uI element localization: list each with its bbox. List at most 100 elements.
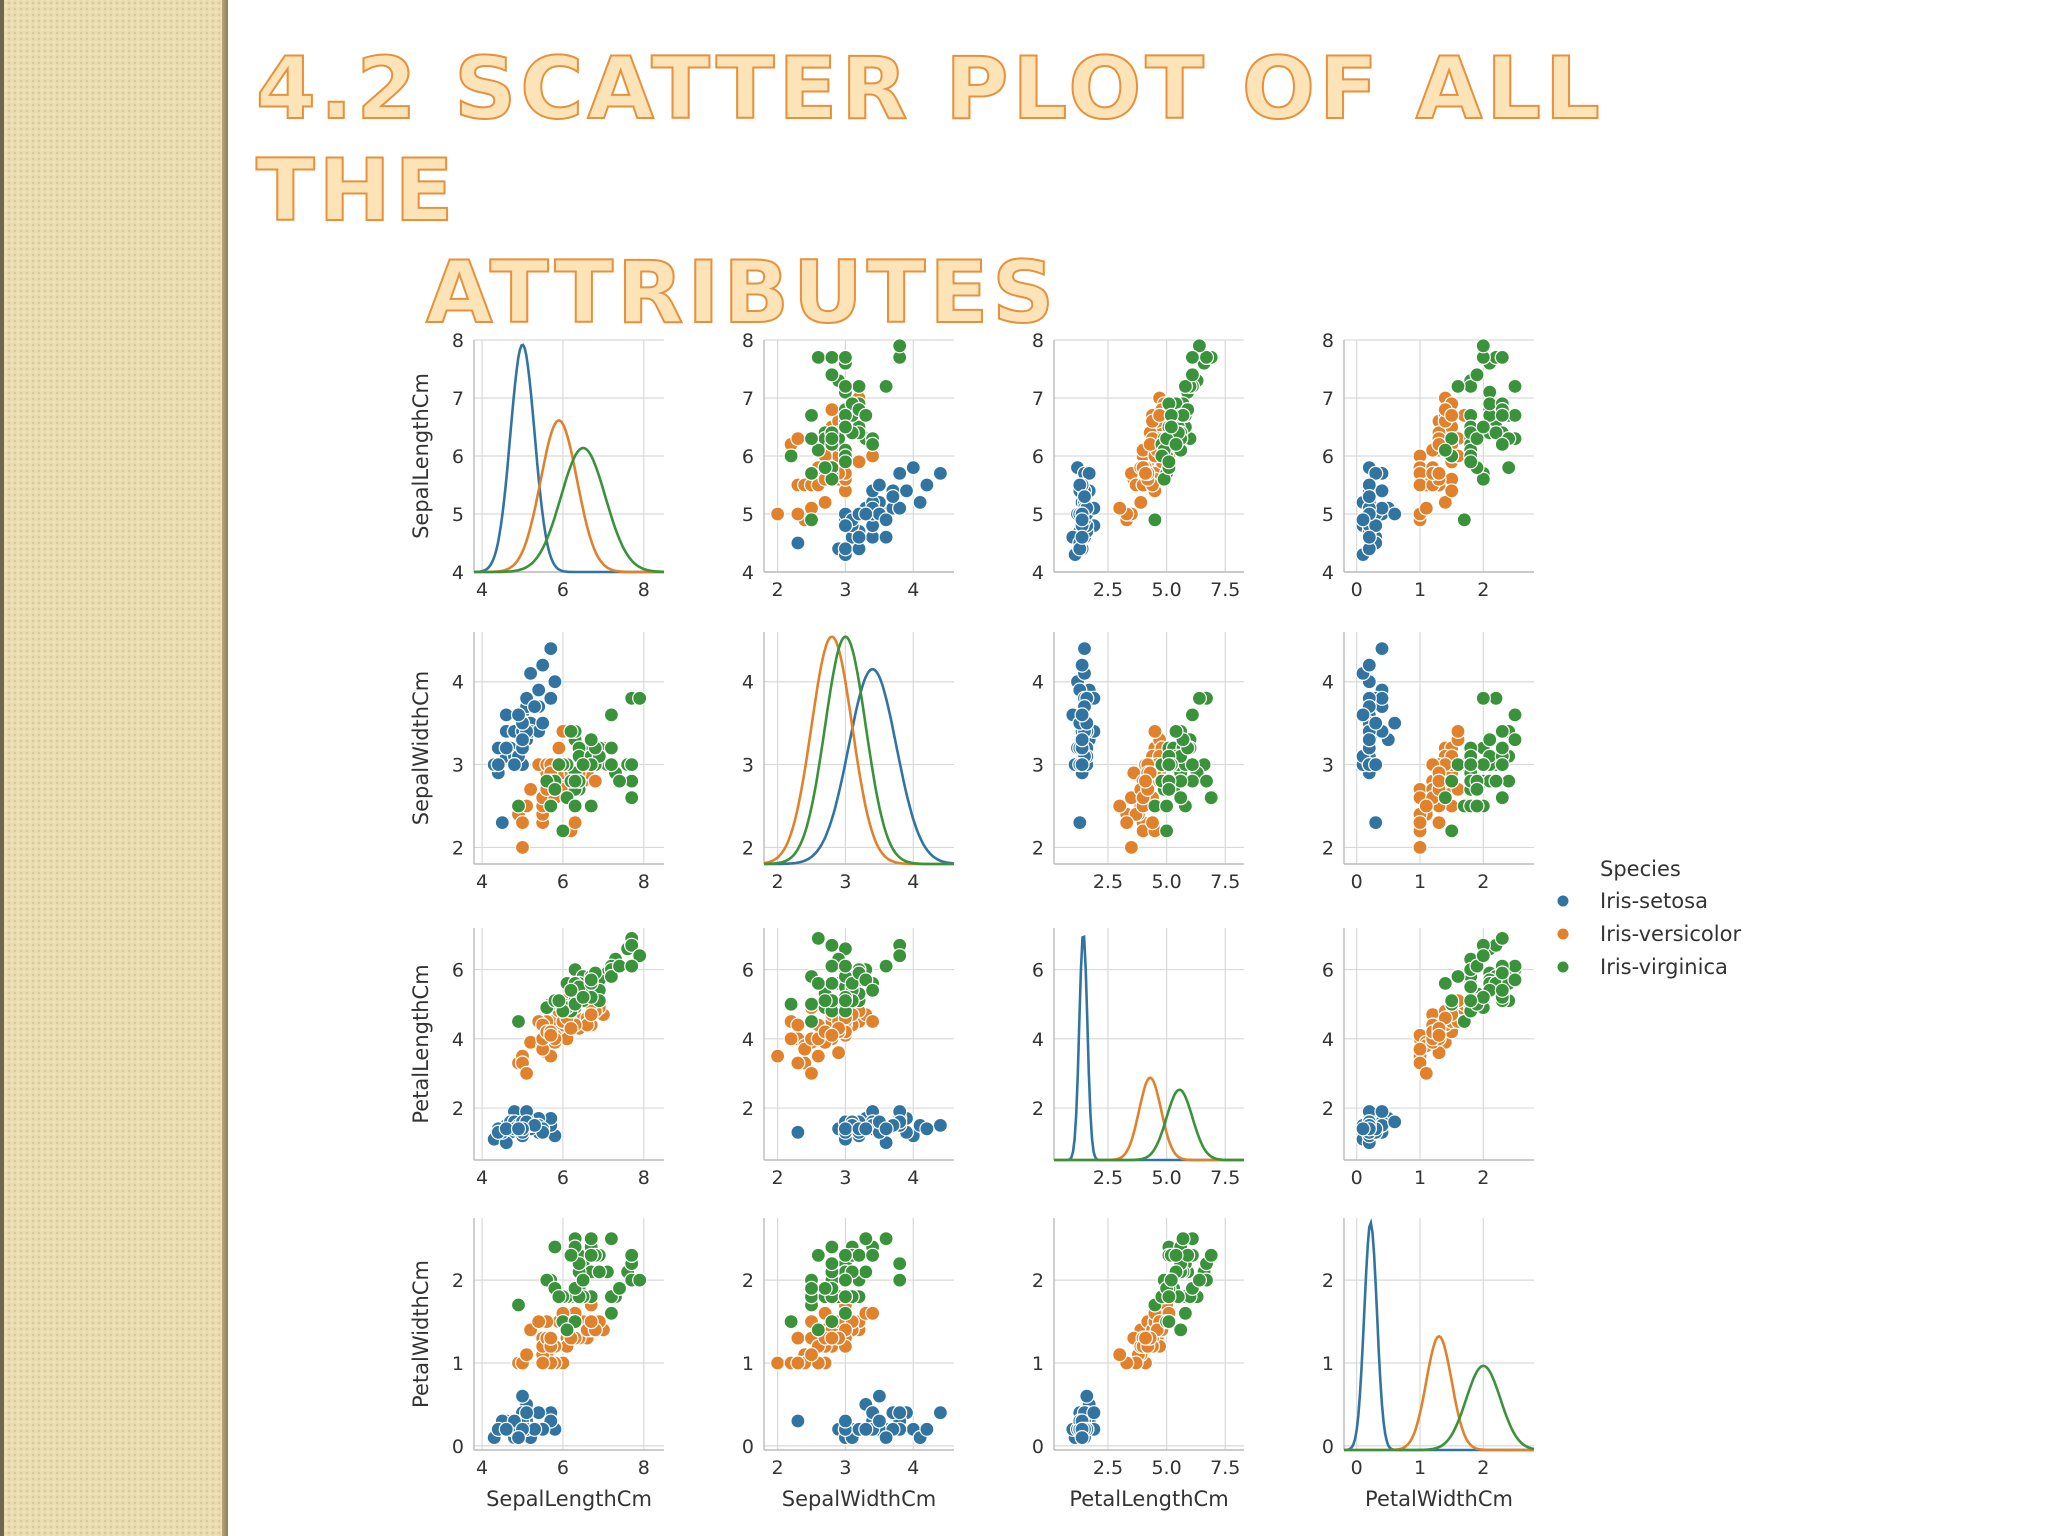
scatter-point-Iris-virginica bbox=[1450, 756, 1466, 773]
scatter-point-Iris-versicolor bbox=[803, 1065, 820, 1082]
scatter-point-Iris-setosa bbox=[514, 732, 531, 748]
scatter-point-Iris-versicolor bbox=[563, 1020, 579, 1037]
scatter-point-Iris-virginica bbox=[1161, 781, 1177, 798]
scatter-point-Iris-virginica bbox=[567, 773, 583, 789]
scatter-point-Iris-versicolor bbox=[824, 1027, 840, 1043]
y-tick-label: 3 bbox=[1032, 755, 1044, 777]
x-tick-label: 0 bbox=[1351, 1457, 1363, 1479]
scatter-point-Iris-versicolor bbox=[1418, 500, 1434, 516]
scatter-point-Iris-virginica bbox=[583, 798, 599, 814]
x-tick-label: 4 bbox=[476, 1167, 488, 1189]
scatter-point-Iris-versicolor bbox=[522, 781, 539, 798]
scatter-point-Iris-virginica bbox=[824, 431, 840, 447]
x-tick-label: 2 bbox=[1477, 1167, 1489, 1189]
x-tick-label: 6 bbox=[557, 1167, 569, 1189]
scatter-point-Iris-versicolor bbox=[803, 1347, 820, 1363]
scatter-point-Iris-setosa bbox=[1079, 1388, 1095, 1404]
kde-curve-Iris-virginica bbox=[474, 446, 664, 574]
scatter-point-Iris-virginica bbox=[824, 1313, 840, 1330]
x-tick-label: 4 bbox=[907, 579, 919, 601]
scatter-point-Iris-versicolor bbox=[864, 1013, 881, 1030]
y-tick-label: 7 bbox=[452, 388, 464, 410]
y-tick-label: 2 bbox=[1322, 1270, 1334, 1292]
scatter-point-Iris-virginica bbox=[551, 1289, 567, 1305]
scatter-point-Iris-setosa bbox=[878, 512, 894, 528]
scatter-point-Iris-setosa bbox=[878, 1429, 894, 1446]
scatter-point-Iris-versicolor bbox=[1444, 483, 1460, 499]
scatter-point-Iris-setosa bbox=[871, 1388, 888, 1404]
scatter-point-Iris-virginica bbox=[1158, 798, 1175, 814]
panel-SepalWidthCm-vs-PetalLengthCm: 2.5 5.0 7.5 2 3 4 bbox=[1032, 632, 1244, 893]
scatter-point-Iris-virginica bbox=[624, 756, 640, 773]
y-tick-label: 6 bbox=[452, 446, 464, 468]
scatter-point-Iris-setosa bbox=[1361, 732, 1377, 748]
scatter-point-Iris-virginica bbox=[1475, 338, 1491, 354]
scatter-point-Iris-virginica bbox=[1475, 471, 1491, 487]
scatter-point-Iris-versicolor bbox=[824, 1330, 840, 1346]
scatter-point-Iris-virginica bbox=[547, 781, 563, 798]
scatter-point-Iris-virginica bbox=[824, 1239, 840, 1255]
scatter-point-Iris-setosa bbox=[892, 1405, 908, 1421]
scatter-point-Iris-virginica bbox=[1158, 823, 1175, 839]
scatter-point-Iris-virginica bbox=[611, 773, 628, 789]
panel-PetalLengthCm-vs-PetalLengthCm: 2.5 5.0 7.5 2 4 6 bbox=[1032, 928, 1244, 1189]
y-tick-label: 7 bbox=[742, 388, 754, 410]
x-tick-label: 8 bbox=[638, 871, 650, 893]
scatter-point-Iris-setosa bbox=[1374, 690, 1390, 706]
scatter-point-Iris-versicolor bbox=[1133, 494, 1149, 510]
scatter-point-Iris-virginica bbox=[803, 512, 820, 528]
scatter-point-Iris-virginica bbox=[1488, 690, 1504, 706]
scatter-point-Iris-setosa bbox=[510, 1429, 527, 1446]
scatter-point-Iris-virginica bbox=[1444, 993, 1460, 1009]
scatter-point-Iris-setosa bbox=[851, 529, 867, 545]
scatter-point-Iris-versicolor bbox=[1137, 773, 1154, 789]
scatter-point-Iris-virginica bbox=[878, 1231, 894, 1247]
x-tick-label: 0 bbox=[1351, 1167, 1363, 1189]
y-tick-label: 4 bbox=[1032, 672, 1044, 694]
scatter-point-Iris-virginica bbox=[575, 989, 591, 1005]
scatter-point-Iris-versicolor bbox=[543, 1330, 559, 1346]
scatter-point-Iris-virginica bbox=[559, 1322, 575, 1338]
scatter-point-Iris-versicolor bbox=[1412, 1041, 1428, 1057]
y-tick-label: 0 bbox=[1322, 1436, 1334, 1458]
y-tick-label: 2 bbox=[1322, 837, 1334, 859]
kde-curve-Iris-setosa bbox=[1054, 934, 1244, 1162]
scatter-point-Iris-virginica bbox=[603, 707, 620, 723]
scatter-point-Iris-virginica bbox=[803, 1280, 820, 1297]
scatter-point-Iris-versicolor bbox=[824, 402, 840, 418]
scatter-point-Iris-setosa bbox=[1074, 1429, 1090, 1446]
x-tick-label: 5.0 bbox=[1151, 579, 1181, 601]
y-tick-label: 7 bbox=[1032, 388, 1044, 410]
scatter-point-Iris-setosa bbox=[1072, 814, 1088, 831]
x-tick-label: 3 bbox=[839, 1457, 851, 1479]
scatter-point-Iris-virginica bbox=[1494, 740, 1510, 756]
scatter-point-Iris-setosa bbox=[518, 1405, 535, 1421]
x-tick-label: 7.5 bbox=[1210, 579, 1240, 601]
x-tick-label: 2 bbox=[1477, 1457, 1489, 1479]
scatter-point-Iris-virginica bbox=[824, 1255, 840, 1272]
scatter-point-Iris-virginica bbox=[603, 740, 620, 756]
scatter-point-Iris-setosa bbox=[1086, 1405, 1102, 1421]
scatter-point-Iris-virginica bbox=[817, 460, 833, 476]
scatter-point-Iris-virginica bbox=[1444, 773, 1460, 789]
scatter-point-Iris-versicolor bbox=[790, 431, 806, 447]
scatter-point-Iris-versicolor bbox=[543, 1027, 559, 1043]
scatter-point-Iris-virginica bbox=[1198, 773, 1215, 789]
x-tick-label: 2.5 bbox=[1093, 1457, 1123, 1479]
scatter-point-Iris-virginica bbox=[1469, 367, 1485, 383]
scatter-point-Iris-virginica bbox=[864, 1247, 881, 1263]
scatter-point-Iris-versicolor bbox=[1112, 798, 1128, 814]
scatter-point-Iris-virginica bbox=[1175, 1231, 1191, 1247]
scatter-point-Iris-virginica bbox=[1507, 732, 1523, 748]
scatter-point-Iris-virginica bbox=[510, 798, 527, 814]
scatter-point-Iris-virginica bbox=[603, 1305, 620, 1321]
scatter-point-Iris-setosa bbox=[858, 1421, 874, 1437]
x-tick-label: 6 bbox=[557, 579, 569, 601]
y-tick-label: 4 bbox=[1322, 562, 1334, 584]
scatter-point-Iris-versicolor bbox=[769, 1355, 786, 1371]
scatter-point-Iris-versicolor bbox=[583, 1006, 599, 1023]
scatter-point-Iris-virginica bbox=[803, 431, 820, 447]
scatter-point-Iris-virginica bbox=[824, 958, 840, 974]
y-tick-label: 2 bbox=[1032, 1270, 1044, 1292]
scatter-point-Iris-virginica bbox=[837, 1289, 854, 1305]
